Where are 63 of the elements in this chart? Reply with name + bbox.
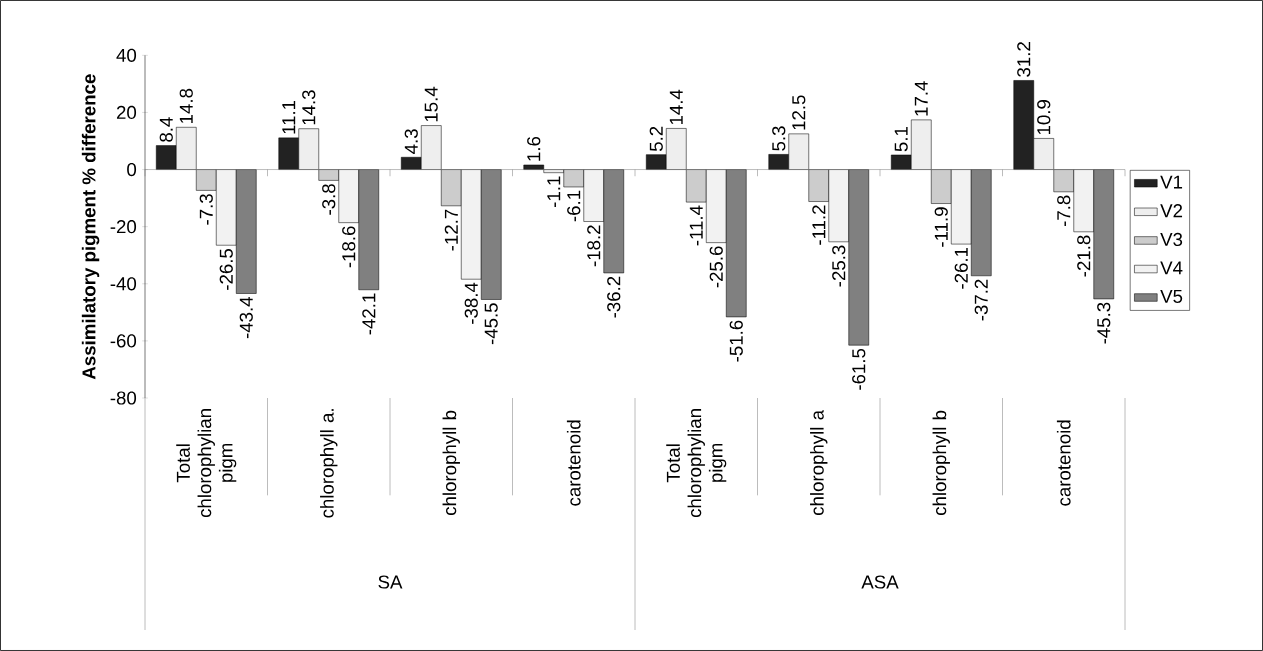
data-label: -38.4 xyxy=(464,282,478,324)
data-label: -6.1 xyxy=(567,190,581,222)
data-label: 15.4 xyxy=(424,86,438,122)
y-axis-title: Assimilatory pigment % difference xyxy=(81,74,100,380)
data-label: 17.4 xyxy=(914,81,928,116)
data-label: -11.2 xyxy=(812,205,826,245)
data-label: -12.7 xyxy=(444,209,458,251)
data-label: -36.2 xyxy=(607,276,621,318)
x-tick-label: Total chlorophylian pigm xyxy=(176,409,237,518)
y-tick-label: 40 xyxy=(116,48,137,62)
data-label: -43.4 xyxy=(239,296,253,339)
data-label: -1.1 xyxy=(547,176,561,207)
data-label: -3.8 xyxy=(322,184,336,215)
data-label: 5.2 xyxy=(649,126,663,152)
data-label: 12.5 xyxy=(792,95,806,130)
data-label: 14.8 xyxy=(179,88,193,123)
x-tick-label: chlorophyll b xyxy=(932,410,950,516)
text: ASA xyxy=(861,575,899,589)
x-tick-label: carotenoid xyxy=(1056,420,1071,506)
data-label: 1.6 xyxy=(527,136,541,161)
data-label: 14.4 xyxy=(669,89,683,125)
data-label: 4.3 xyxy=(404,129,418,154)
data-label: -18.6 xyxy=(342,226,356,268)
legend-label: V2 xyxy=(1160,204,1183,218)
data-label: -11.4 xyxy=(689,205,703,246)
y-tick-label: -40 xyxy=(110,277,137,291)
x-tick-label: chlorophyll a xyxy=(810,409,828,516)
x-tick-label: carotenoid xyxy=(566,420,581,506)
data-label: -42.1 xyxy=(362,293,376,335)
data-label: -25.6 xyxy=(709,246,723,288)
text: SA xyxy=(378,575,403,589)
y-tick-label: -60 xyxy=(110,334,137,348)
data-label: -21.8 xyxy=(1077,235,1091,277)
x-tick-label: chlorophyll a. xyxy=(320,409,338,518)
data-label: -25.3 xyxy=(832,245,846,287)
data-label: 8.4 xyxy=(159,117,173,142)
data-label: -45.3 xyxy=(1097,302,1111,344)
legend-label: V4 xyxy=(1160,261,1183,275)
data-label: -45.5 xyxy=(484,303,498,345)
y-tick-label: -20 xyxy=(110,220,137,234)
data-label: -61.5 xyxy=(852,348,866,390)
y-tick-label: 0 xyxy=(127,162,137,177)
data-label: -18.2 xyxy=(587,225,601,267)
data-label: -37.2 xyxy=(974,279,988,321)
data-label: 11.1 xyxy=(282,100,296,134)
data-label: 10.9 xyxy=(1037,100,1051,135)
data-label: -7.8 xyxy=(1057,195,1071,227)
legend-label: V5 xyxy=(1160,289,1183,303)
data-label: -51.6 xyxy=(729,320,743,362)
x-tick-label: Total chlorophylian pigm xyxy=(666,409,727,518)
data-label: 14.3 xyxy=(302,90,316,125)
data-label: -7.3 xyxy=(199,194,213,225)
y-tick-label: -80 xyxy=(110,391,137,405)
data-label: -11.9 xyxy=(934,207,948,247)
data-label: -26.5 xyxy=(219,248,233,290)
data-label: 5.3 xyxy=(772,126,786,151)
legend-label: V1 xyxy=(1160,175,1183,189)
data-label: 31.2 xyxy=(1017,42,1031,77)
legend-label: V3 xyxy=(1160,232,1183,247)
y-tick-label: 20 xyxy=(116,105,137,120)
x-tick-label: chlorophyll b xyxy=(442,410,460,516)
data-label: -26.1 xyxy=(954,247,968,289)
data-label: 5.1 xyxy=(894,127,908,152)
